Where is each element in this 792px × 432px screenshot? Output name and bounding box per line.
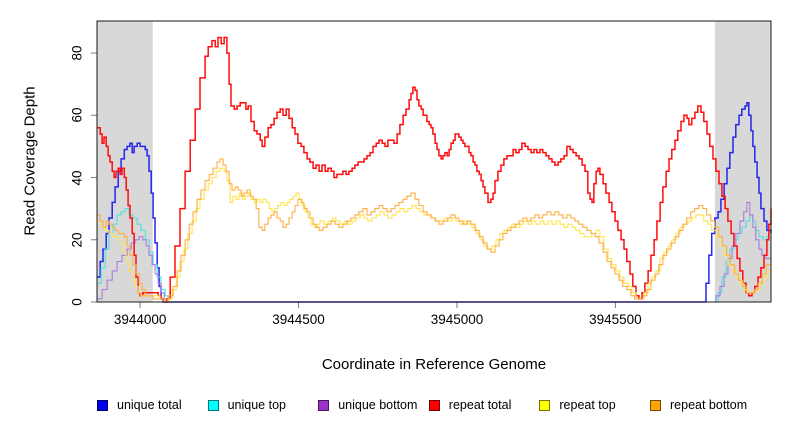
series-line-unique-top bbox=[97, 208, 772, 303]
series-line-repeat-total bbox=[97, 36, 772, 303]
legend-item-unique-total: unique total bbox=[97, 394, 182, 416]
x-axis-title: Coordinate in Reference Genome bbox=[321, 356, 547, 373]
x-tick-label: 3944500 bbox=[272, 312, 325, 327]
series-line-repeat-bottom bbox=[97, 158, 772, 303]
legend-label: repeat bottom bbox=[670, 398, 748, 412]
series-line-repeat-top bbox=[97, 167, 772, 303]
legend-item-repeat-total: repeat total bbox=[428, 394, 512, 416]
legend-swatch-unique-total bbox=[97, 399, 108, 411]
series-line-unique-bottom bbox=[97, 201, 772, 303]
legend-swatch-unique-top bbox=[207, 399, 219, 411]
y-tick-label: 60 bbox=[69, 107, 85, 123]
x-tick-label: 3945000 bbox=[430, 312, 484, 327]
legend-label: repeat top bbox=[559, 398, 616, 412]
legend-item-repeat-top: repeat top bbox=[539, 394, 616, 416]
legend-item-repeat-bottom: repeat bottom bbox=[650, 394, 747, 416]
x-tick-label: 3944000 bbox=[113, 312, 167, 327]
legend-label: unique bottom bbox=[338, 398, 418, 412]
legend-swatch-unique-bottom bbox=[318, 399, 330, 411]
x-tick-label: 3945500 bbox=[589, 312, 642, 327]
legend-item-unique-bottom: unique bottom bbox=[318, 394, 417, 416]
y-tick-label: 40 bbox=[69, 170, 85, 186]
legend: unique total unique top unique bottom repea… bbox=[0, 394, 792, 418]
series-line-unique-total bbox=[97, 102, 772, 303]
y-tick-label: 0 bbox=[69, 298, 85, 306]
legend-label: repeat total bbox=[448, 398, 512, 412]
legend-swatch-repeat-total bbox=[428, 399, 440, 411]
y-tick-label: 20 bbox=[69, 232, 85, 248]
legend-label: unique total bbox=[117, 398, 182, 412]
shaded-region-1 bbox=[714, 21, 771, 302]
y-axis-title: Read Coverage Depth bbox=[21, 86, 39, 236]
plot-border bbox=[96, 20, 772, 303]
legend-swatch-repeat-top bbox=[539, 399, 551, 411]
legend-swatch-repeat-bottom bbox=[650, 399, 661, 411]
legend-label: unique top bbox=[227, 398, 286, 412]
legend-item-unique-top: unique top bbox=[207, 394, 286, 416]
y-tick-label: 80 bbox=[69, 45, 85, 61]
